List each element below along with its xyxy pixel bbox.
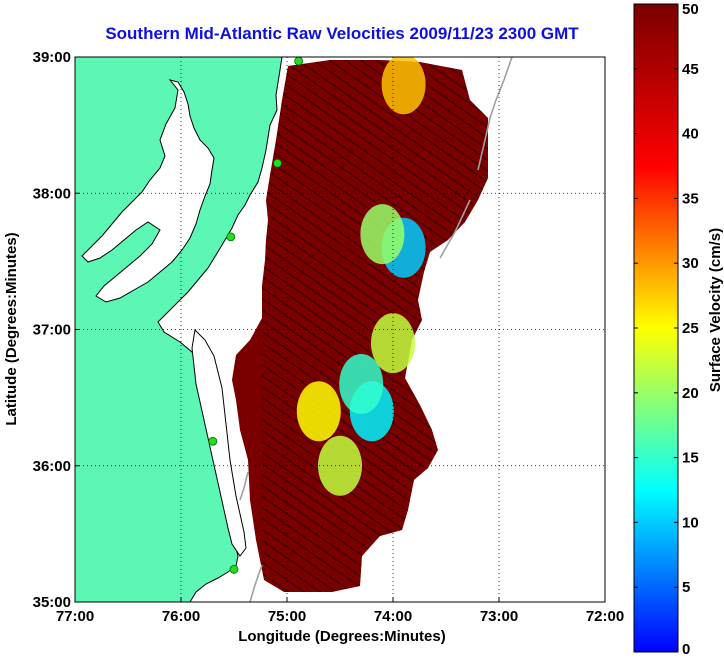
colorbar-tick-label-3: 15 [682,450,699,467]
map-area [75,57,605,602]
colorbar-tick-label-0: 0 [682,641,690,658]
velocity-patch-4 [296,381,341,442]
chesapeake-bay [81,79,215,303]
colorbar-tick-label-2: 10 [682,514,699,531]
y-tick-label-1: 36:00 [33,458,71,475]
x-axis-label: Longitude (Degrees:Minutes) [238,628,446,645]
velocity-patch-1 [339,354,384,414]
x-tick-label-2: 75:00 [268,608,306,625]
y-tick-label-2: 37:00 [33,322,71,339]
colorbar-label: Surface Velocity (cm/s) [707,228,724,392]
sound [191,328,247,557]
velocity-patch-7 [371,313,415,374]
colorbar-tick-label-9: 45 [682,61,699,78]
colorbar-tick-label-4: 20 [682,385,699,402]
station-marker-4 [229,564,239,574]
x-tick-label-4: 73:00 [480,608,518,625]
colorbar [633,3,679,653]
colorbar-tick-label-7: 35 [682,190,699,207]
low-velocity-patches [296,57,426,496]
y-tick-labels: 35:00 36:00 37:00 38:00 39:00 [33,49,80,611]
y-tick-label-3: 38:00 [33,185,71,202]
x-tick-label-1: 76:00 [162,608,200,625]
station-marker-3 [208,436,218,446]
x-tick-label-3: 74:00 [374,608,412,625]
x-tick-label-5: 72:00 [586,608,624,625]
colorbar-tick-label-5: 25 [682,320,699,337]
land [75,57,283,602]
y-axis-label: Latitude (Degrees:Minutes) [3,232,20,425]
colorbar-ticks: 0 5 10 15 20 25 30 35 40 45 50 [634,1,699,658]
station-marker-0 [294,57,304,66]
velocity-patch-6 [381,57,426,115]
station-marker-1 [273,158,282,168]
chart-title: Southern Mid-Atlantic Raw Velocities 200… [105,24,579,43]
x-tick-labels: 77:00 76:00 75:00 74:00 73:00 72:00 [56,597,624,625]
station-marker-2 [226,232,236,242]
velocity-patch-3 [360,204,405,265]
colorbar-tick-label-1: 5 [682,579,690,596]
x-tick-label-0: 77:00 [56,608,94,625]
grid [75,57,605,602]
colorbar-tick-label-6: 30 [682,255,699,272]
y-tick-label-0: 35:00 [33,594,71,611]
colorbar-tick-label-8: 40 [682,126,699,143]
colorbar-tick-label-10: 50 [682,1,699,18]
y-tick-label-4: 39:00 [33,49,71,66]
stations [208,57,304,574]
bathymetry-contours [239,57,513,602]
